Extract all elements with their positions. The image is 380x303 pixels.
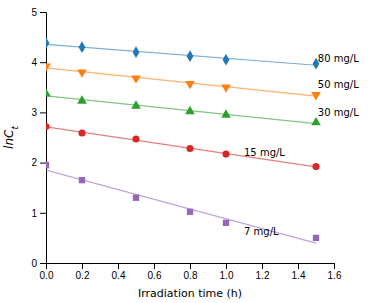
- x-tick-label: 0.8: [184, 270, 198, 281]
- series-label: 15 mg/L: [244, 147, 285, 158]
- x-axis-line: [47, 264, 335, 270]
- point: [133, 46, 140, 58]
- point: [223, 54, 230, 66]
- y-tick-mark: [40, 163, 46, 164]
- x-tick: 0.0: [40, 263, 54, 281]
- series-label: 80 mg/L: [318, 53, 359, 64]
- x-tick-label: 0.0: [40, 270, 54, 281]
- series: [46, 88, 321, 125]
- plot: 0.0 0.2 0.4 0.6 0.8 1.0 1.2 1.4 1.6 0 1 2 3 4 5 80 mg/L…: [31, 7, 359, 281]
- point: [79, 177, 85, 183]
- point: [223, 220, 229, 226]
- x-tick: 1.0: [220, 263, 234, 281]
- point: [187, 209, 193, 215]
- x-tick-label: 1.0: [220, 270, 234, 281]
- x-tick: 1.4: [292, 263, 306, 281]
- y-tick: 1: [31, 208, 46, 219]
- y-axis-line: [40, 13, 47, 264]
- x-tick: 0.8: [184, 263, 198, 281]
- point: [46, 88, 51, 96]
- point: [46, 37, 49, 49]
- fit-line: [46, 127, 316, 167]
- x-axis: 0.0 0.2 0.4 0.6 0.8 1.0 1.2 1.4 1.6: [40, 263, 342, 281]
- fit-line: [46, 170, 316, 243]
- marks: [46, 37, 321, 243]
- point: [221, 85, 231, 93]
- y-tick-label: 0: [31, 258, 37, 269]
- x-tick: 1.2: [256, 263, 270, 281]
- y-tick-mark: [40, 12, 46, 13]
- x-tick: 0.2: [76, 263, 90, 281]
- y-tick-mark: [40, 263, 46, 264]
- chart: 0.0 0.2 0.4 0.6 0.8 1.0 1.2 1.4 1.6 0 1 2 3 4 5 80 mg/L…: [0, 0, 380, 303]
- point: [131, 75, 141, 83]
- series: [46, 162, 319, 243]
- point: [312, 163, 319, 170]
- y-tick: 3: [31, 107, 46, 118]
- y-tick-mark: [40, 62, 46, 63]
- point: [313, 235, 319, 241]
- fit-line: [46, 44, 316, 65]
- x-tick-label: 0.4: [112, 270, 126, 281]
- x-tick-mark: [262, 263, 263, 269]
- y-tick-mark: [40, 112, 46, 113]
- point: [221, 109, 231, 117]
- series-label: 7 mg/L: [244, 226, 279, 237]
- x-tick-mark: [298, 263, 299, 269]
- y-tick-label: 4: [31, 57, 37, 68]
- point: [185, 81, 195, 89]
- point: [133, 195, 139, 201]
- point: [79, 41, 86, 53]
- x-tick: 0.4: [112, 263, 126, 281]
- series: [46, 63, 321, 100]
- point: [77, 95, 87, 103]
- point: [131, 100, 141, 108]
- series-label: 50 mg/L: [318, 79, 359, 90]
- x-tick-mark: [190, 263, 191, 269]
- point: [78, 129, 85, 136]
- x-tick-mark: [118, 263, 119, 269]
- y-tick: 2: [31, 157, 46, 168]
- y-tick-label: 5: [31, 7, 37, 18]
- x-tick-label: 1.6: [328, 270, 342, 281]
- point: [311, 92, 321, 100]
- x-tick-label: 0.2: [76, 270, 90, 281]
- annotations: 80 mg/L 50 mg/L 30 mg/L 15 mg/L 7 mg/L: [244, 53, 359, 238]
- point: [46, 162, 49, 168]
- point: [311, 117, 321, 125]
- point: [187, 50, 194, 62]
- point: [46, 63, 51, 71]
- x-tick-label: 0.6: [148, 270, 162, 281]
- y-tick: 5: [31, 7, 46, 18]
- x-tick-mark: [82, 263, 83, 269]
- x-tick-mark: [226, 263, 227, 269]
- y-tick-mark: [40, 213, 46, 214]
- point: [185, 106, 195, 114]
- x-tick: 1.6: [328, 263, 342, 281]
- y-axis: 0 1 2 3 4 5: [31, 7, 46, 269]
- x-tick-label: 1.2: [256, 270, 270, 281]
- series-label: 30 mg/L: [318, 107, 359, 118]
- fit-line: [46, 68, 316, 96]
- y-tick-label: 1: [31, 208, 37, 219]
- series: [46, 37, 319, 69]
- point: [132, 135, 139, 142]
- point: [77, 69, 87, 77]
- y-tick: 4: [31, 57, 46, 68]
- x-tick-label: 1.4: [292, 270, 306, 281]
- x-tick: 0.6: [148, 263, 162, 281]
- y-tick-label: 2: [31, 157, 37, 168]
- fit-line: [46, 96, 316, 124]
- x-tick-mark: [334, 263, 335, 269]
- y-tick: 0: [31, 258, 46, 269]
- point: [46, 123, 50, 130]
- y-axis-title: lnCt: [2, 126, 20, 149]
- y-tick-label: 3: [31, 107, 37, 118]
- x-tick-mark: [154, 263, 155, 269]
- point: [186, 145, 193, 152]
- point: [222, 150, 229, 157]
- x-axis-title: Irradiation time (h): [138, 287, 242, 300]
- series: [46, 123, 320, 170]
